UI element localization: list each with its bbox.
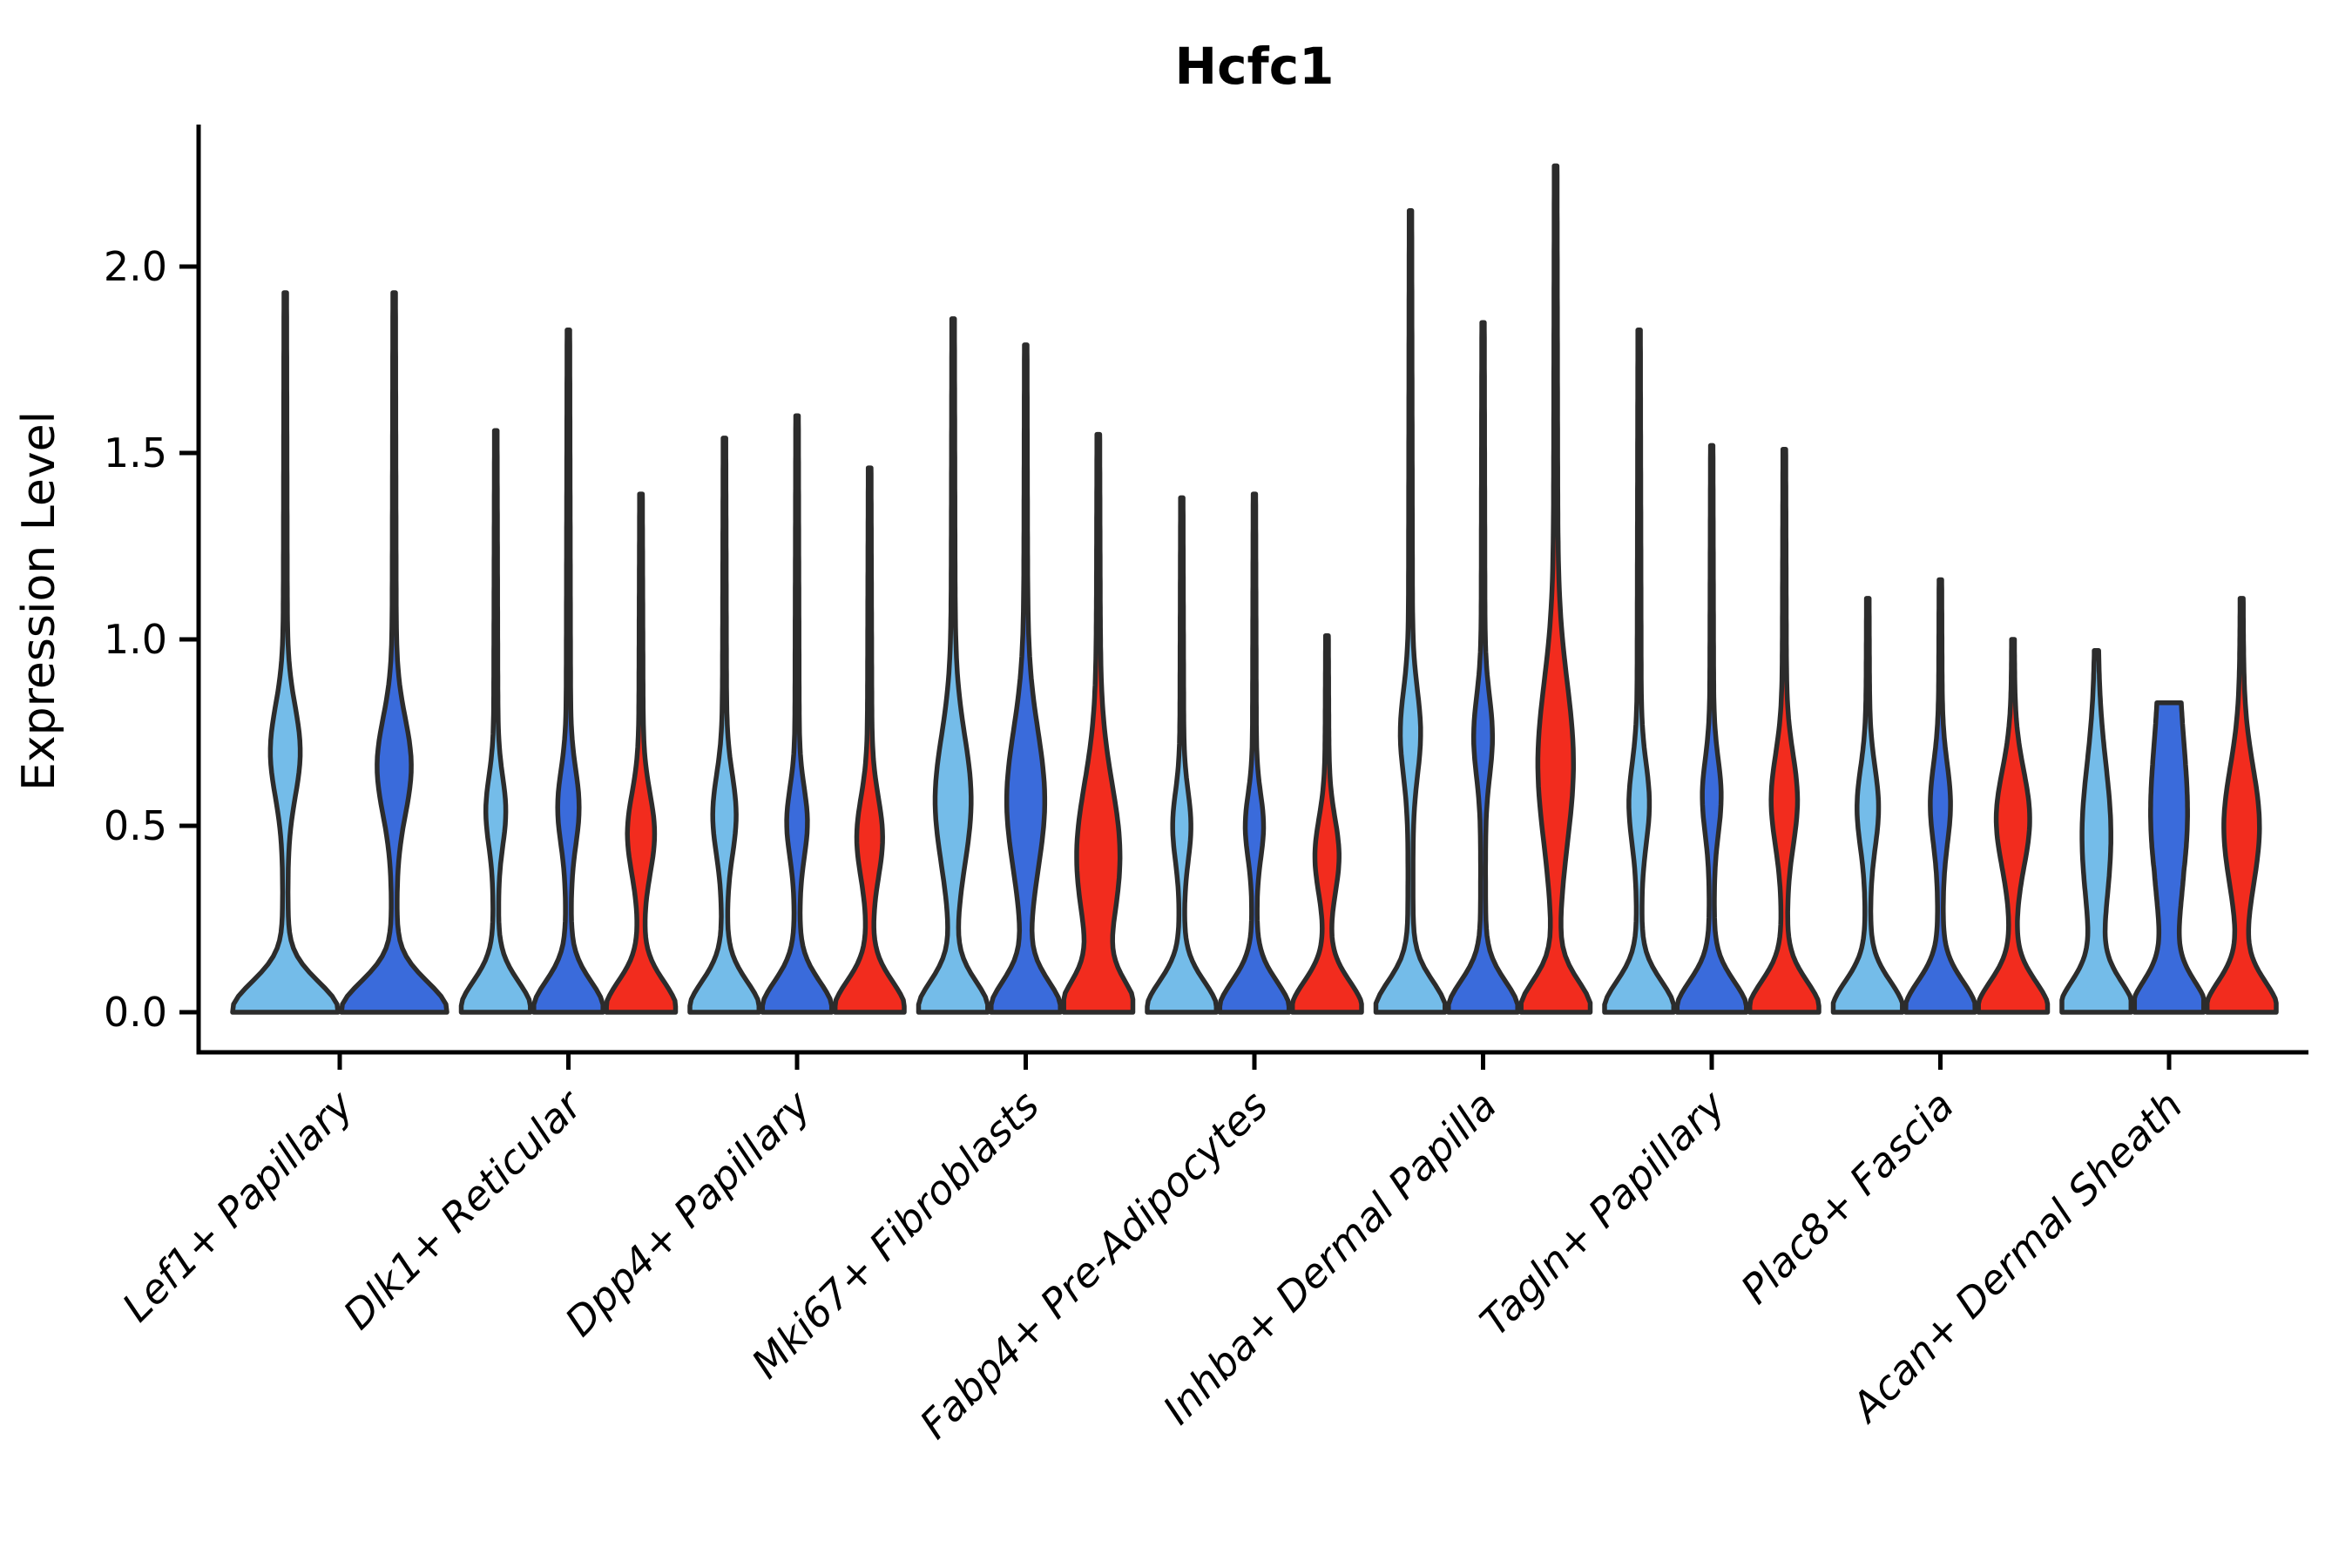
violin-dark_blue (339, 290, 449, 1015)
x-category-label: Dlk1+ Reticular (335, 1079, 593, 1338)
violin-dark_blue (531, 328, 605, 1015)
violin-dark_blue (1217, 491, 1292, 1015)
violins (230, 163, 2279, 1015)
x-category-label: Lef1+ Papillary (113, 1081, 362, 1330)
violin-red (1289, 632, 1364, 1015)
violin-red (1976, 637, 2051, 1015)
violin-red (604, 491, 679, 1015)
violin-light_blue (2059, 648, 2134, 1015)
violin-light_blue (230, 290, 341, 1015)
y-tick-label: 0.0 (104, 989, 167, 1036)
violin-light_blue (458, 428, 533, 1015)
violin-light_blue (1373, 208, 1448, 1015)
y-tick-label: 1.0 (104, 616, 167, 663)
y-tick-label: 0.5 (104, 802, 167, 849)
axes (179, 125, 2308, 1070)
violin-dark_blue (1446, 320, 1520, 1015)
y-axis-title: Expression Level (13, 411, 65, 791)
violin-light_blue (916, 316, 990, 1015)
x-category-label: Plac8+ Fascia (1732, 1082, 1963, 1313)
violin-red (832, 465, 907, 1015)
violin-red (1061, 431, 1136, 1015)
y-tick-label: 1.5 (104, 429, 167, 476)
violin-light_blue (1145, 495, 1220, 1015)
violin-dark_blue (2132, 700, 2207, 1015)
violin-light_blue (1602, 328, 1677, 1015)
y-tick-label: 2.0 (104, 243, 167, 290)
violin-red (1747, 446, 1821, 1015)
violin-dark_blue (760, 413, 835, 1015)
violin-red (1518, 163, 1593, 1015)
violin-light_blue (1830, 596, 1905, 1015)
violin-light_blue (687, 436, 762, 1015)
violin-dark_blue (1903, 577, 1977, 1015)
violin-dark_blue (989, 342, 1063, 1015)
violin-dark_blue (1674, 443, 1749, 1015)
violin-red (2204, 596, 2279, 1015)
x-category-label: Dpp4+ Papillary (556, 1081, 820, 1345)
chart-title: Hcfc1 (1175, 37, 1335, 96)
x-category-label: Tagln+ Papillary (1470, 1081, 1734, 1345)
